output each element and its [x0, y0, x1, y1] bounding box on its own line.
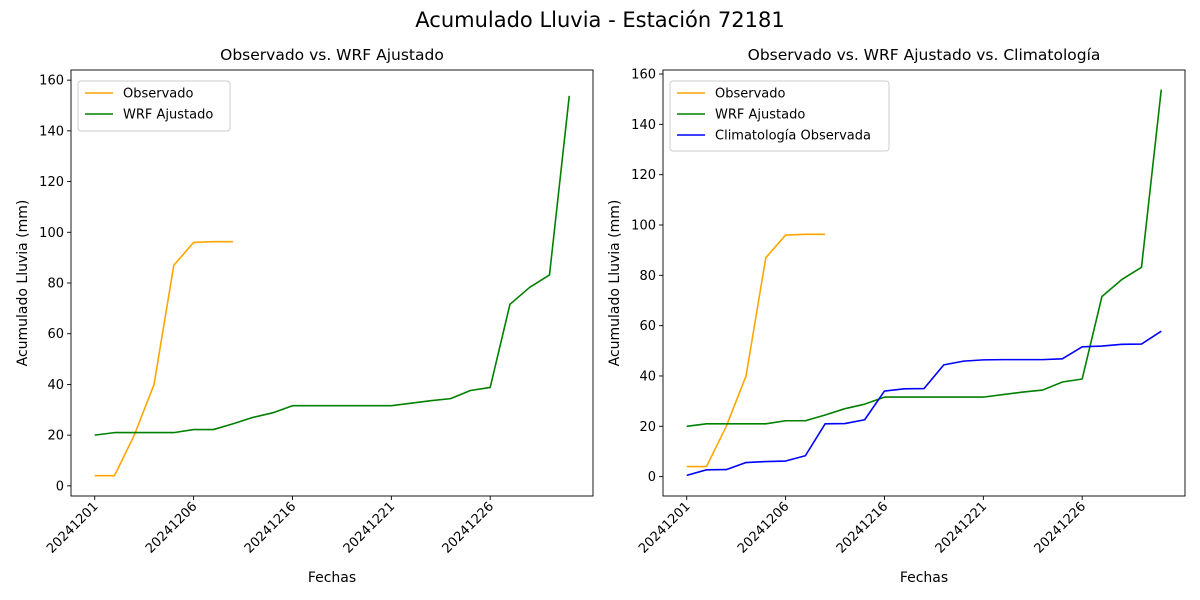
x-tick-label: 20241201: [636, 499, 693, 556]
y-axis-label: Acumulado Lluvia (mm): [15, 200, 31, 367]
y-tick-label: 40: [639, 369, 656, 384]
x-tick-label: 20241201: [44, 499, 101, 556]
y-tick-label: 120: [39, 175, 64, 190]
legend: Observado WRF Ajustado: [77, 80, 231, 132]
figure-title: Acumulado Lluvia - Estación 72181: [415, 8, 785, 32]
y-tick-label: 140: [39, 124, 64, 139]
x-tick-label: 20241221: [341, 499, 398, 556]
subplot-1: Observado vs. WRF Ajustado 0 20 40 60 80 100 12…: [15, 46, 594, 586]
subplot-title: Observado vs. WRF Ajustado vs. Climatolo…: [748, 46, 1101, 64]
x-tick-label: 20241206: [735, 499, 792, 556]
subplot-2: Observado vs. WRF Ajustado vs. Climatolo…: [607, 46, 1186, 586]
series-line-observado: [94, 240, 234, 477]
legend-box: [669, 80, 890, 152]
y-tick-label: 160: [631, 68, 656, 83]
y-tick-label: 0: [648, 470, 656, 485]
legend-label: Observado: [715, 87, 786, 102]
x-tick-label: 20241221: [933, 499, 990, 556]
y-tick-label: 160: [39, 74, 64, 89]
series-line-climatolog-a-observada: [686, 330, 1162, 477]
series-line-observado: [686, 233, 826, 468]
series-line-wrf-ajustado: [94, 95, 571, 436]
x-tick-label: 20241216: [242, 499, 299, 556]
legend-label: Climatología Observada: [715, 129, 871, 144]
subplot-title: Observado vs. WRF Ajustado: [220, 46, 444, 64]
x-tick-label: 20241216: [834, 499, 891, 556]
y-tick-label: 120: [631, 168, 656, 183]
x-tick-label: 20241226: [1032, 499, 1089, 556]
y-axis-label: Acumulado Lluvia (mm): [607, 200, 623, 367]
x-tick-label: 20241226: [440, 499, 497, 556]
y-tick-label: 40: [47, 378, 64, 393]
y-tick-label: 60: [639, 319, 656, 334]
x-axis-label: Fechas: [308, 570, 356, 586]
series-line-wrf-ajustado: [686, 89, 1163, 428]
legend-box: [77, 80, 231, 132]
y-tick-label: 140: [631, 118, 656, 133]
y-tick-label: 100: [631, 219, 656, 234]
y-tick-label: 80: [47, 277, 64, 292]
y-tick-label: 60: [47, 327, 64, 342]
plot-frame: [662, 69, 1186, 497]
x-tick-label: 20241206: [143, 499, 200, 556]
legend: Observado WRF Ajustado Climatología Observ…: [669, 80, 890, 152]
y-tick-label: 20: [47, 429, 64, 444]
y-tick-label: 0: [56, 479, 64, 494]
y-tick-label: 80: [639, 269, 656, 284]
x-axis-label: Fechas: [900, 570, 948, 586]
legend-label: WRF Ajustado: [715, 108, 805, 123]
legend-label: WRF Ajustado: [123, 108, 213, 123]
y-tick-label: 20: [639, 420, 656, 435]
legend-label: Observado: [123, 87, 194, 102]
y-tick-label: 100: [39, 226, 64, 241]
